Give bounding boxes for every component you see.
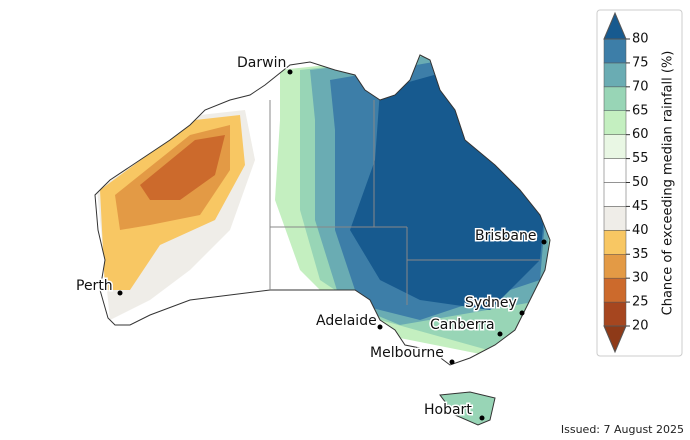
- color-band: [603, 277, 627, 303]
- city-dot: [449, 359, 455, 365]
- city-label: Melbourne: [370, 345, 444, 361]
- color-band: [603, 38, 627, 64]
- color-band: [603, 134, 627, 159]
- color-band: [603, 86, 627, 112]
- city-label: Brisbane: [475, 228, 537, 244]
- color-band: [603, 254, 627, 279]
- tick-label: 40: [632, 223, 649, 238]
- color-band: [603, 230, 627, 255]
- city-dot: [117, 290, 123, 296]
- city-label: Darwin: [237, 55, 286, 71]
- state-borders: [269, 100, 540, 305]
- city-dot: [519, 310, 525, 316]
- colorbar: 20 25 30 35 40 45 50 55 60 65 70 75 80: [603, 11, 649, 354]
- color-band: [603, 62, 627, 88]
- city-label: Canberra: [430, 317, 495, 333]
- high-arrow: [603, 11, 627, 40]
- tick-label: 30: [632, 271, 649, 286]
- color-band: [603, 301, 627, 327]
- city-dot: [497, 331, 503, 337]
- tick-label: 45: [632, 199, 649, 214]
- city-dot: [287, 69, 293, 75]
- tick-label: 25: [632, 295, 649, 310]
- cities: Darwin Perth Adelaide Melbourne Canberra Sydn…: [75, 54, 547, 421]
- color-band: [603, 206, 627, 231]
- city-dot: [377, 324, 383, 330]
- city-label: Perth: [76, 278, 113, 294]
- coastline: [94, 54, 551, 366]
- tick-label: 20: [632, 319, 649, 334]
- city-label: Hobart: [424, 402, 472, 418]
- city-label: Sydney: [465, 295, 517, 311]
- tick-label: 75: [632, 55, 649, 70]
- low-arrow: [603, 325, 627, 354]
- tick-label: 55: [632, 151, 649, 166]
- color-band: [603, 182, 627, 207]
- city-dot: [541, 239, 547, 245]
- color-band: [603, 110, 627, 135]
- tick-label: 80: [632, 32, 649, 47]
- color-band: [603, 158, 627, 183]
- tick-label: 50: [632, 175, 649, 190]
- tick-label: 60: [632, 127, 649, 142]
- issued-date: Issued: 7 August 2025: [561, 423, 684, 436]
- tick-label: 35: [632, 247, 649, 262]
- tick-label: 70: [632, 79, 649, 94]
- city-dot: [479, 415, 485, 421]
- tick-label: 65: [632, 103, 649, 118]
- colorbar-label: Chance of exceeding median rainfall (%): [661, 51, 676, 316]
- city-label: Adelaide: [316, 313, 377, 329]
